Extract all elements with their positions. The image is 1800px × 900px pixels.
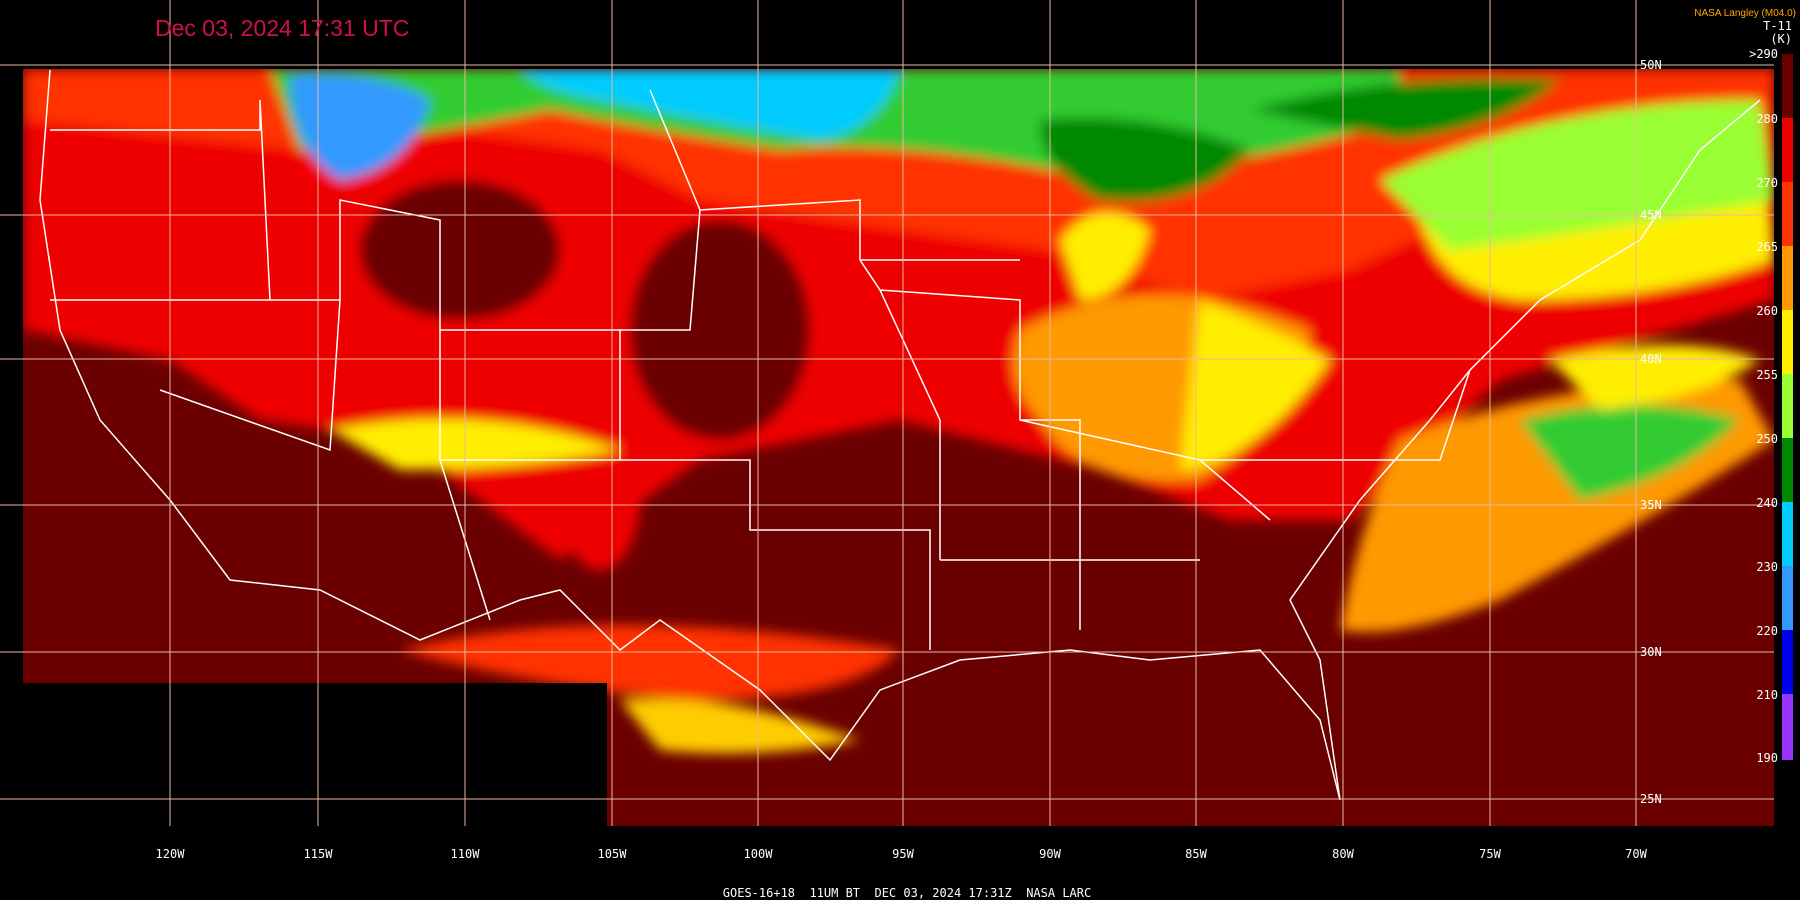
longitude-label: 95W (892, 847, 914, 861)
footer: GOES-16+18 11UM BT DEC 03, 2024 17:31Z N… (723, 886, 1091, 900)
longitude-label: 120W (156, 847, 186, 861)
colorbar-label: 280 (1756, 112, 1778, 126)
longitude-label: 85W (1185, 847, 1207, 861)
longitude-label: 100W (744, 847, 774, 861)
colorbar-label: 210 (1756, 688, 1778, 702)
longitude-label: 105W (598, 847, 628, 861)
product: T-11 (1763, 19, 1792, 33)
latitude-label: 45N (1640, 208, 1662, 222)
colorbar-labels: >290 280 270 265 260 255 250 240 230 220 210 190 (1749, 47, 1778, 765)
longitude-label: 80W (1332, 847, 1354, 861)
colorbar-label: 190 (1756, 751, 1778, 765)
colorbar-label: 255 (1756, 368, 1778, 382)
latitude-labels: 50N 45N 40N 35N 30N 25N (1640, 58, 1662, 806)
no-data-area (23, 683, 607, 900)
latitude-label: 25N (1640, 792, 1662, 806)
source: NASA Langley (M04.0) (1694, 8, 1796, 19)
colorbar-label: 250 (1756, 432, 1778, 446)
latitude-label: 35N (1640, 498, 1662, 512)
longitude-label: 70W (1625, 847, 1647, 861)
latitude-label: 50N (1640, 58, 1662, 72)
longitude-label: 90W (1039, 847, 1061, 861)
colorbar-label: 265 (1756, 240, 1778, 254)
longitude-labels: 120W 115W 110W 105W 100W 95W 90W 85W 80W 75W 70W (156, 847, 1648, 861)
colorbar-label: >290 (1749, 47, 1778, 61)
unit: (K) (1770, 32, 1792, 46)
title: Dec 03, 2024 17:31 UTC (155, 15, 409, 41)
colorbar-label: 260 (1756, 304, 1778, 318)
latitude-label: 40N (1640, 352, 1662, 366)
colorbar-label: 230 (1756, 560, 1778, 574)
longitude-label: 75W (1479, 847, 1501, 861)
grid (0, 0, 1774, 826)
colorbar-label: 270 (1756, 176, 1778, 190)
longitude-label: 110W (451, 847, 481, 861)
latitude-label: 30N (1640, 645, 1662, 659)
longitude-label: 115W (304, 847, 334, 861)
colorbar-label: 220 (1756, 624, 1778, 638)
imagery (23, 69, 1774, 826)
colorbar (1782, 54, 1793, 760)
colorbar-label: 240 (1756, 496, 1778, 510)
